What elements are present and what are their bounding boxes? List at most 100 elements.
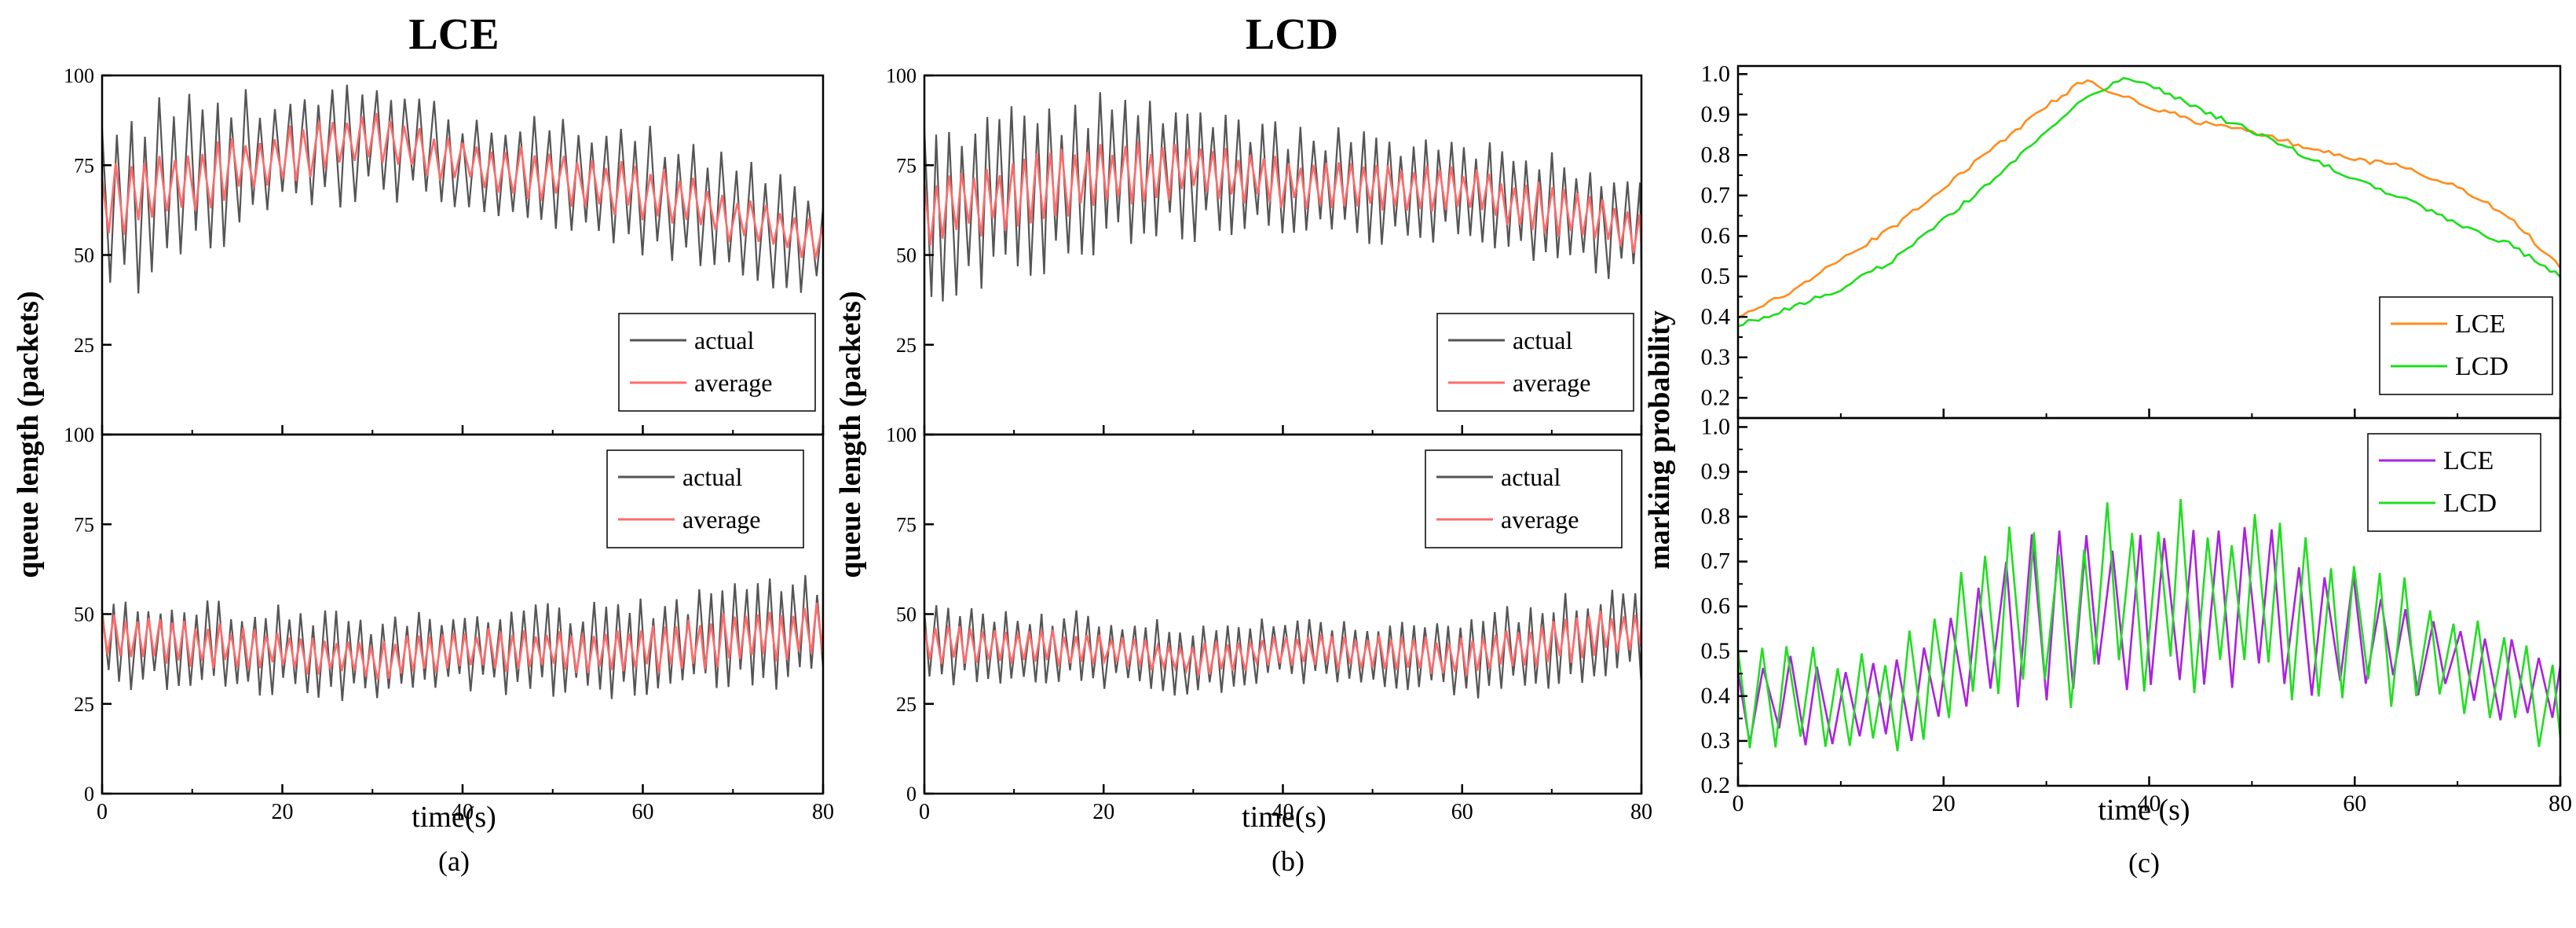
panel-a: LCE queue length (packets) time(s) (a) 0 25 50… <box>12 10 834 877</box>
y-tick-label: 0.4 <box>1701 683 1731 709</box>
series-line-lce <box>1738 526 2560 746</box>
series-line-average <box>102 603 823 680</box>
y-tick-label: 100 <box>886 424 917 446</box>
y-tick-label: 25 <box>896 334 917 357</box>
legend-box <box>2367 433 2541 532</box>
x-tick-label: 60 <box>1451 800 1473 824</box>
y-tick-label: 1.0 <box>1701 61 1731 86</box>
panel-b: LCD queue length (packets) time(s) (b) 0 25 50… <box>834 10 1652 877</box>
x-axis-label: time(s) <box>1242 801 1326 834</box>
y-tick-label: 0.6 <box>1701 593 1731 619</box>
legend-label-average: average <box>1513 369 1590 397</box>
y-tick-label: 50 <box>74 603 94 626</box>
x-tick-label: 0 <box>97 800 108 824</box>
y-tick-label: 50 <box>896 603 917 626</box>
x-tick-label: 20 <box>272 800 294 824</box>
panel-caption: (c) <box>2128 847 2160 878</box>
legend-label-average: average <box>694 369 772 397</box>
legend-label-lce: LCE <box>2443 446 2494 475</box>
x-tick-label: 60 <box>632 800 654 824</box>
y-tick-label: 75 <box>896 154 917 177</box>
series-line-average <box>102 112 823 259</box>
y-tick-label: 0.5 <box>1701 638 1731 664</box>
x-axis-label: time(s) <box>412 801 496 834</box>
panel-caption: (b) <box>1272 845 1304 877</box>
x-tick-label: 80 <box>2549 790 2572 816</box>
y-tick-label: 0.3 <box>1701 728 1731 754</box>
legend-label-average: average <box>1501 505 1579 534</box>
x-tick-label: 40 <box>2138 790 2161 816</box>
subplot-a-bottom: 0 25 50 75 100 0 20 40 60 80 actual average <box>64 424 834 824</box>
y-tick-label: 50 <box>896 244 917 267</box>
legend-label-actual: actual <box>1501 463 1561 491</box>
x-tick-label: 60 <box>2343 790 2366 816</box>
x-tick-label: 80 <box>1630 800 1652 824</box>
y-axis-label: queue length (packets) <box>834 291 867 578</box>
y-tick-label: 0.6 <box>1701 222 1731 248</box>
y-tick-label: 75 <box>74 154 94 177</box>
y-tick-label: 75 <box>74 513 94 536</box>
legend-label-actual: actual <box>1513 326 1573 354</box>
y-tick-label: 75 <box>896 513 917 536</box>
y-tick-label: 0.8 <box>1701 504 1731 530</box>
x-axis-label: time (s) <box>2098 794 2190 827</box>
legend-label-actual: actual <box>682 463 743 491</box>
y-axis-label: queue length (packets) <box>12 291 45 578</box>
legend-box <box>1425 449 1623 548</box>
y-tick-label: 25 <box>74 693 94 716</box>
series-line-lce <box>1738 79 2560 319</box>
y-tick-label: 0.2 <box>1701 384 1731 410</box>
x-tick-label: 80 <box>812 800 834 824</box>
y-tick-label: 0.3 <box>1701 344 1731 370</box>
x-tick-label: 40 <box>452 800 474 824</box>
y-tick-label: 25 <box>74 334 94 357</box>
legend-label-average: average <box>682 505 760 534</box>
y-tick-label: 100 <box>64 424 94 446</box>
y-tick-label: 0.8 <box>1701 141 1731 167</box>
panel-caption: (a) <box>438 845 470 877</box>
x-tick-label: 40 <box>1272 800 1294 824</box>
y-tick-label: 0.2 <box>1701 772 1731 798</box>
subplot-c-top: 0.2 0.3 0.4 0.5 0.6 0.7 0.8 0.9 1.0 LCE LCD <box>1701 61 2562 420</box>
subplot-c-bottom: 0.20.30.40.50.60.70.80.91.00 20 40 60 80LCEL… <box>1701 413 2573 816</box>
y-tick-label: 25 <box>896 693 917 716</box>
subplot-b-top: 0 25 50 75 100 actual average <box>886 64 1643 446</box>
x-tick-label: 20 <box>1932 790 1956 816</box>
legend-label-lcd: LCD <box>2455 352 2508 381</box>
legend-label-lcd: LCD <box>2443 489 2497 518</box>
series-line-actual <box>924 92 1641 302</box>
legend-box <box>618 313 816 412</box>
y-tick-label: 0.7 <box>1701 182 1731 208</box>
x-tick-label: 20 <box>1092 800 1114 824</box>
legend: actual average <box>606 449 804 548</box>
y-tick-label: 0.4 <box>1701 303 1731 329</box>
y-tick-label: 0 <box>906 783 917 805</box>
series-line-lcd <box>1738 499 2560 752</box>
legend-box <box>606 449 804 548</box>
panel-title: LCD <box>1246 10 1338 59</box>
y-tick-label: 0.9 <box>1701 101 1731 127</box>
y-tick-label: 100 <box>886 64 917 87</box>
legend-label-lce: LCE <box>2455 310 2505 339</box>
x-tick-label: 0 <box>1733 790 1744 816</box>
legend-label-actual: actual <box>694 326 755 354</box>
y-tick-label: 50 <box>74 244 94 267</box>
x-tick-label: 0 <box>919 800 930 824</box>
y-tick-label: 0.5 <box>1701 263 1731 289</box>
y-tick-label: 0 <box>84 783 94 805</box>
series-line-average <box>924 611 1641 677</box>
y-tick-label: 0.9 <box>1701 458 1731 484</box>
y-tick-label: 0.7 <box>1701 548 1731 574</box>
y-axis-label: marking probability <box>1643 310 1676 570</box>
series-line-actual <box>102 84 823 294</box>
legend: actual average <box>1436 313 1634 412</box>
y-tick-label: 100 <box>64 64 94 87</box>
legend-box <box>2379 296 2553 395</box>
series-line-average <box>924 141 1641 254</box>
legend: actual average <box>1425 449 1623 548</box>
y-tick-label: 0 <box>906 424 917 446</box>
panel-title: LCE <box>408 10 499 59</box>
